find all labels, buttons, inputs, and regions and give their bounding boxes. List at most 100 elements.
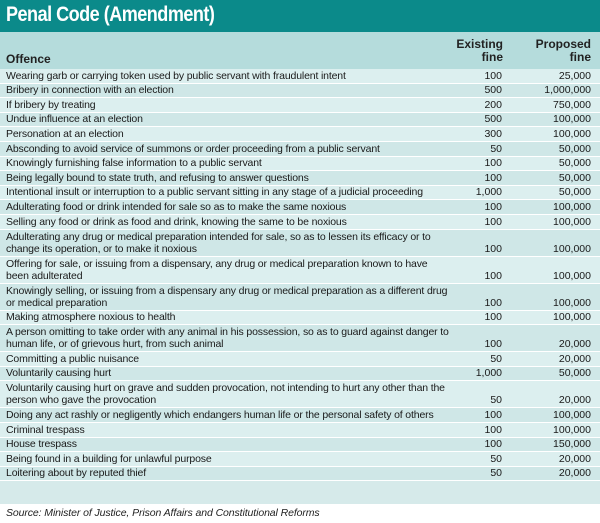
table-row: Knowingly selling, or issuing from a dis… xyxy=(0,283,600,311)
table-row: Making atmosphere noxious to health 100 10… xyxy=(0,310,600,326)
column-header-proposed-line1: Proposed xyxy=(535,37,591,51)
column-header-offence: Offence xyxy=(6,52,51,66)
proposed-fine-cell: 100,000 xyxy=(553,296,591,309)
proposed-fine-cell: 100,000 xyxy=(553,408,591,421)
table-row: Being found in a building for unlawful p… xyxy=(0,452,600,467)
offence-cell: Making atmosphere noxious to health xyxy=(6,311,176,324)
proposed-fine-cell: 20,000 xyxy=(558,394,591,407)
proposed-fine-cell: 100,000 xyxy=(553,423,591,436)
table-row: Adulterating any drug or medical prepara… xyxy=(0,229,600,257)
table-row: Bribery in connection with an election 50… xyxy=(0,83,600,99)
offence-cell: House trespass xyxy=(6,438,77,451)
existing-fine-cell: 50 xyxy=(490,394,502,407)
table-row: Adulterating food or drink intended for … xyxy=(0,200,600,215)
existing-fine-cell: 500 xyxy=(484,84,502,97)
offence-cell: Adulterating any drug or medical prepara… xyxy=(6,230,431,255)
proposed-fine-cell: 100,000 xyxy=(553,311,591,324)
table-row: Offering for sale, or issuing from a dis… xyxy=(0,256,600,284)
table-row: Knowingly furnishing false information t… xyxy=(0,156,600,172)
existing-fine-cell: 100 xyxy=(484,171,502,184)
table-row: Criminal trespass 100 100,000 xyxy=(0,422,600,438)
proposed-fine-cell: 100,000 xyxy=(553,113,591,126)
fines-table: Offence Existing fine Proposed fine Wear… xyxy=(0,32,600,504)
offence-cell: Being found in a building for unlawful p… xyxy=(6,452,212,465)
table-row: Absconding to avoid service of summons o… xyxy=(0,141,600,157)
existing-fine-cell: 1,000 xyxy=(475,186,502,199)
proposed-fine-cell: 100,000 xyxy=(553,269,591,282)
proposed-fine-cell: 100,000 xyxy=(553,215,591,228)
column-header-proposed-line2: fine xyxy=(569,49,591,64)
offence-cell: A person omitting to take order with any… xyxy=(6,326,449,351)
existing-fine-cell: 100 xyxy=(484,296,502,309)
table-row: Undue influence at an election 500 100,000 xyxy=(0,112,600,128)
source-note: Source: Minister of Justice, Prison Affa… xyxy=(6,507,320,519)
table-row: Doing any act rashly or negligently whic… xyxy=(0,408,600,423)
existing-fine-cell: 50 xyxy=(490,142,502,155)
proposed-fine-cell: 150,000 xyxy=(553,438,591,451)
offence-cell: Criminal trespass xyxy=(6,423,85,436)
proposed-fine-cell: 100,000 xyxy=(553,242,591,255)
proposed-fine-cell: 25,000 xyxy=(558,69,591,82)
proposed-fine-cell: 50,000 xyxy=(558,367,591,380)
existing-fine-cell: 100 xyxy=(484,269,502,282)
offence-cell: Selling any food or drink as food and dr… xyxy=(6,215,347,228)
offence-cell: Wearing garb or carrying token used by p… xyxy=(6,69,346,82)
column-header-existing-fine: Existing fine xyxy=(433,38,503,63)
offence-cell: Knowingly selling, or issuing from a dis… xyxy=(6,284,448,309)
proposed-fine-cell: 20,000 xyxy=(558,338,591,351)
column-header-proposed-fine: Proposed fine xyxy=(511,38,591,63)
table-row: Intentional insult or interruption to a … xyxy=(0,185,600,201)
table-row: Selling any food or drink as food and dr… xyxy=(0,214,600,230)
table-row: Wearing garb or carrying token used by p… xyxy=(0,69,600,84)
column-header-existing-line1: Existing xyxy=(456,37,503,51)
table-header: Offence Existing fine Proposed fine xyxy=(0,32,600,69)
table-row: Loitering about by reputed thief 50 20,000 xyxy=(0,466,600,482)
table-row: Personation at an election 300 100,000 xyxy=(0,127,600,142)
existing-fine-cell: 100 xyxy=(484,423,502,436)
existing-fine-cell: 100 xyxy=(484,438,502,451)
existing-fine-cell: 100 xyxy=(484,215,502,228)
proposed-fine-cell: 50,000 xyxy=(558,142,591,155)
existing-fine-cell: 200 xyxy=(484,98,502,111)
offence-cell: Bribery in connection with an election xyxy=(6,84,174,97)
table-row: Committing a public nuisance 50 20,000 xyxy=(0,352,600,367)
offence-cell: Adulterating food or drink intended for … xyxy=(6,200,347,213)
offence-cell: Committing a public nuisance xyxy=(6,352,139,365)
proposed-fine-cell: 20,000 xyxy=(558,352,591,365)
table-row: House trespass 100 150,000 xyxy=(0,437,600,453)
offence-cell: Loitering about by reputed thief xyxy=(6,467,146,480)
offence-cell: Undue influence at an election xyxy=(6,113,143,126)
column-header-existing-line2: fine xyxy=(481,49,503,64)
proposed-fine-cell: 100,000 xyxy=(553,200,591,213)
offence-cell: Knowingly furnishing false information t… xyxy=(6,157,262,170)
existing-fine-cell: 300 xyxy=(484,127,502,140)
offence-cell: Intentional insult or interruption to a … xyxy=(6,186,423,199)
page-title: Penal Code (Amendment) xyxy=(6,3,215,26)
proposed-fine-cell: 750,000 xyxy=(553,98,591,111)
offence-cell: Being legally bound to state truth, and … xyxy=(6,171,309,184)
offence-cell: Personation at an election xyxy=(6,127,124,140)
proposed-fine-cell: 100,000 xyxy=(553,127,591,140)
proposed-fine-cell: 50,000 xyxy=(558,186,591,199)
existing-fine-cell: 50 xyxy=(490,467,502,480)
offence-cell: Doing any act rashly or negligently whic… xyxy=(6,408,434,421)
existing-fine-cell: 50 xyxy=(490,352,502,365)
proposed-fine-cell: 1,000,000 xyxy=(544,84,591,97)
offence-cell: Offering for sale, or issuing from a dis… xyxy=(6,257,428,282)
table-body: Wearing garb or carrying token used by p… xyxy=(0,69,600,482)
offence-cell: Absconding to avoid service of summons o… xyxy=(6,142,380,155)
proposed-fine-cell: 50,000 xyxy=(558,157,591,170)
proposed-fine-cell: 20,000 xyxy=(558,467,591,480)
table-row: Being legally bound to state truth, and … xyxy=(0,171,600,186)
proposed-fine-cell: 50,000 xyxy=(558,171,591,184)
existing-fine-cell: 100 xyxy=(484,338,502,351)
existing-fine-cell: 100 xyxy=(484,69,502,82)
existing-fine-cell: 100 xyxy=(484,408,502,421)
existing-fine-cell: 100 xyxy=(484,157,502,170)
table-row: Voluntarily causing hurt on grave and su… xyxy=(0,381,600,409)
existing-fine-cell: 50 xyxy=(490,452,502,465)
existing-fine-cell: 100 xyxy=(484,311,502,324)
title-bar: Penal Code (Amendment) xyxy=(0,0,600,32)
existing-fine-cell: 500 xyxy=(484,113,502,126)
